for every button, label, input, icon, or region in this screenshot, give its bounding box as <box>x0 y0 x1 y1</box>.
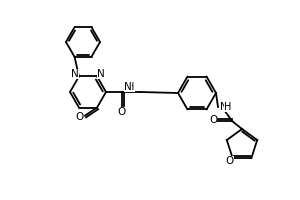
Text: O: O <box>226 156 234 166</box>
Text: N: N <box>220 102 228 112</box>
Text: N: N <box>97 69 105 79</box>
Text: H: H <box>224 102 232 112</box>
Text: N: N <box>71 69 79 79</box>
Text: O: O <box>76 112 84 122</box>
Text: H: H <box>127 82 135 92</box>
Text: O: O <box>209 115 217 125</box>
Text: N: N <box>124 82 132 92</box>
Text: O: O <box>118 107 126 117</box>
